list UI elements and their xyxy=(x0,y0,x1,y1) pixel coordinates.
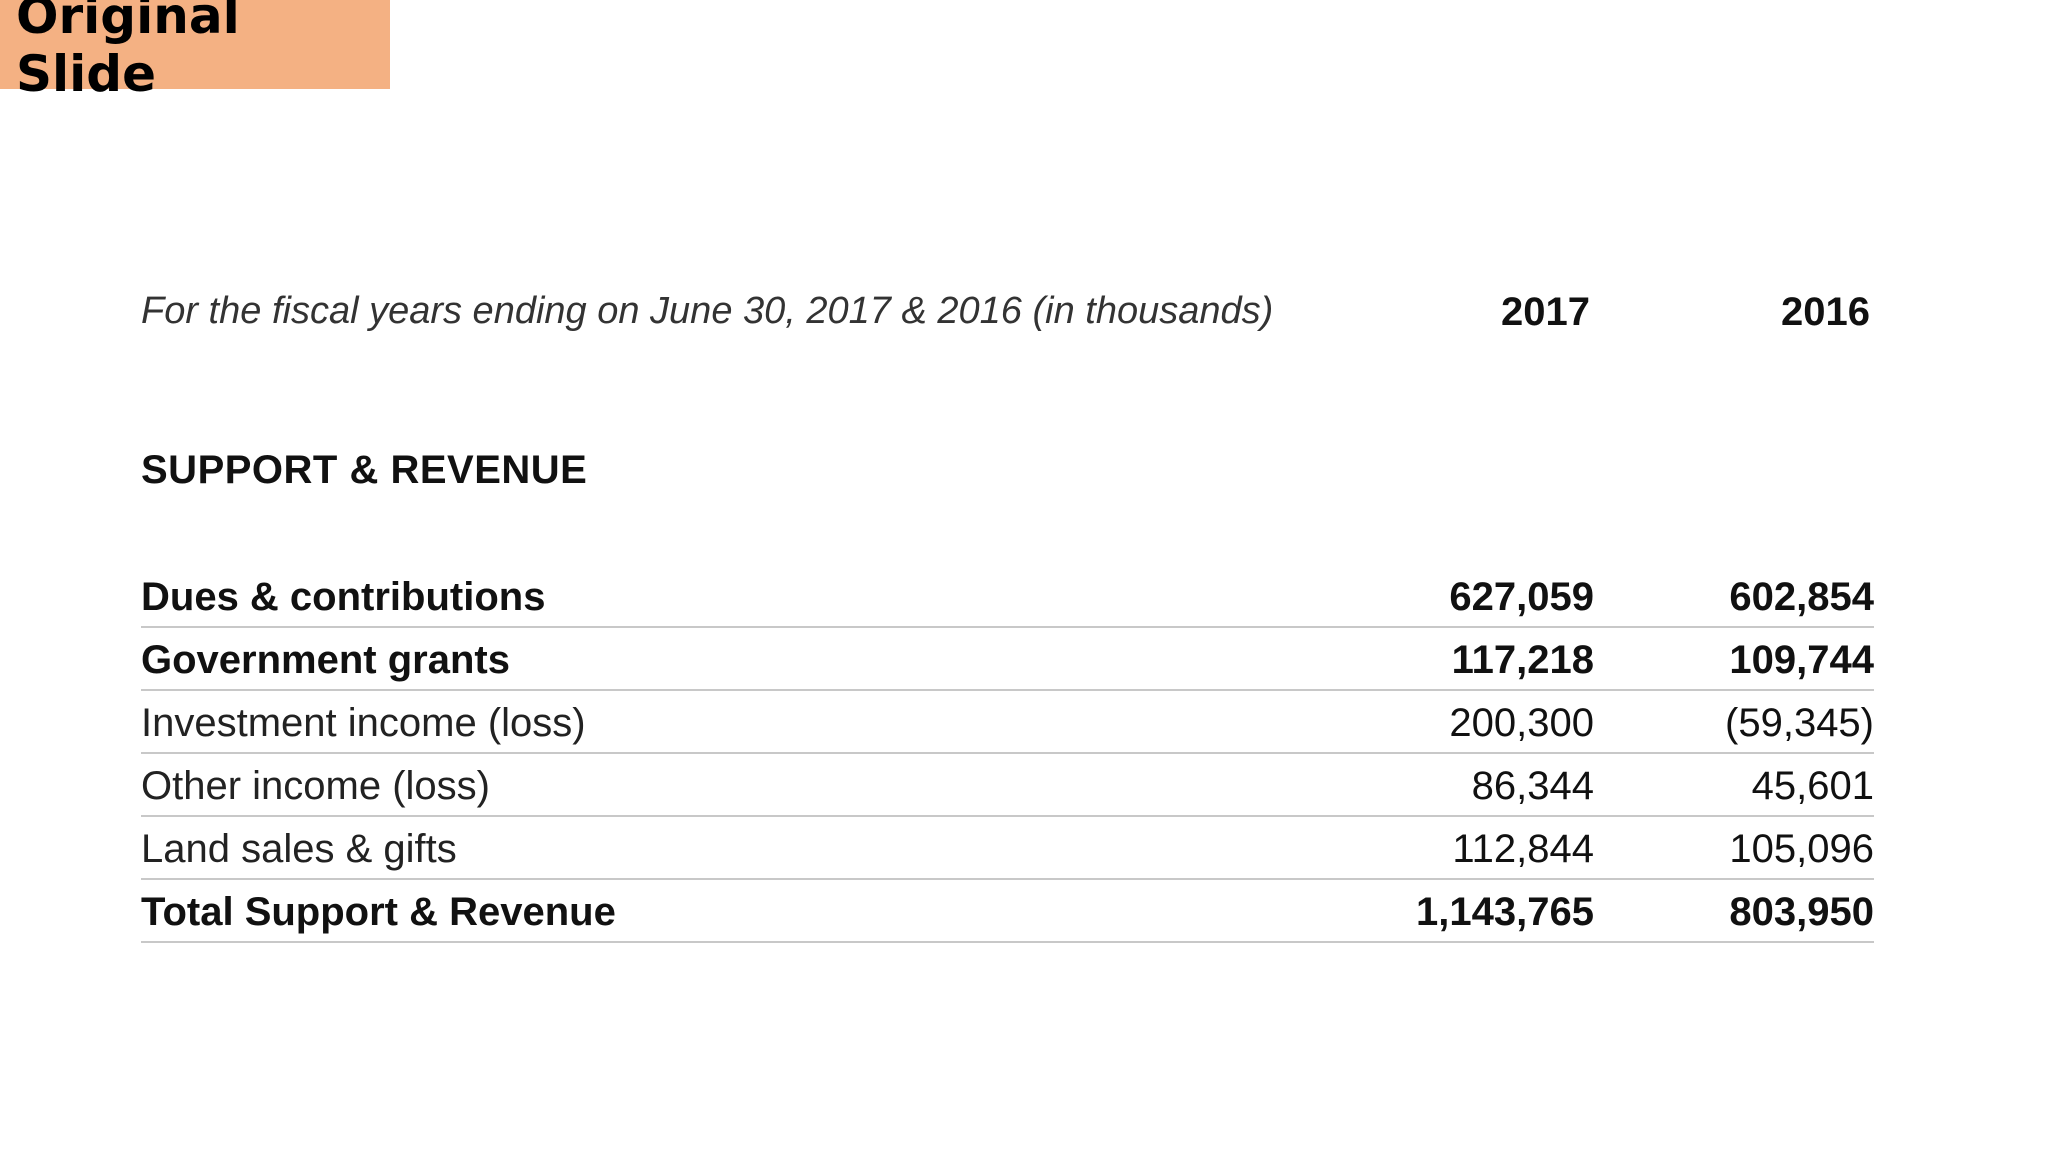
row-value-2017: 200,300 xyxy=(1449,701,1594,745)
row-value-2017: 1,143,765 xyxy=(1416,890,1594,934)
fiscal-year-caption: For the fiscal years ending on June 30, … xyxy=(141,290,1274,332)
row-value-2016: 109,744 xyxy=(1729,638,1874,682)
row-value-2016: 803,950 xyxy=(1729,890,1874,934)
row-value-2016: 602,854 xyxy=(1729,575,1874,619)
row-value-2017: 627,059 xyxy=(1449,575,1594,619)
row-value-2017: 112,844 xyxy=(1452,827,1594,871)
row-value-2016: (59,345) xyxy=(1725,701,1874,745)
financial-table: Dues & contributions 627,059 602,854 Gov… xyxy=(141,565,1874,943)
row-label: Total Support & Revenue xyxy=(141,890,616,934)
slide-badge: Original Slide xyxy=(0,0,390,103)
row-value-2016: 105,096 xyxy=(1729,827,1874,871)
row-label: Other income (loss) xyxy=(141,764,490,808)
table-row: Other income (loss) 86,344 45,601 xyxy=(141,754,1874,817)
row-value-2016: 45,601 xyxy=(1751,764,1874,808)
table-row: Investment income (loss) 200,300 (59,345… xyxy=(141,691,1874,754)
table-row-total: Total Support & Revenue 1,143,765 803,95… xyxy=(141,880,1874,943)
table-row: Land sales & gifts 112,844 105,096 xyxy=(141,817,1874,880)
row-label: Investment income (loss) xyxy=(141,701,586,745)
table-row: Government grants 117,218 109,744 xyxy=(141,628,1874,691)
row-value-2017: 86,344 xyxy=(1471,764,1594,808)
row-label: Government grants xyxy=(141,638,510,682)
row-label: Land sales & gifts xyxy=(141,827,457,871)
section-heading: SUPPORT & REVENUE xyxy=(141,448,588,492)
column-header-2016: 2016 xyxy=(1781,290,1870,334)
row-value-2017: 117,218 xyxy=(1451,638,1594,682)
table-row: Dues & contributions 627,059 602,854 xyxy=(141,565,1874,628)
row-label: Dues & contributions xyxy=(141,575,546,619)
slide-badge-label: Original Slide xyxy=(16,0,240,103)
column-header-2017: 2017 xyxy=(1501,290,1590,334)
